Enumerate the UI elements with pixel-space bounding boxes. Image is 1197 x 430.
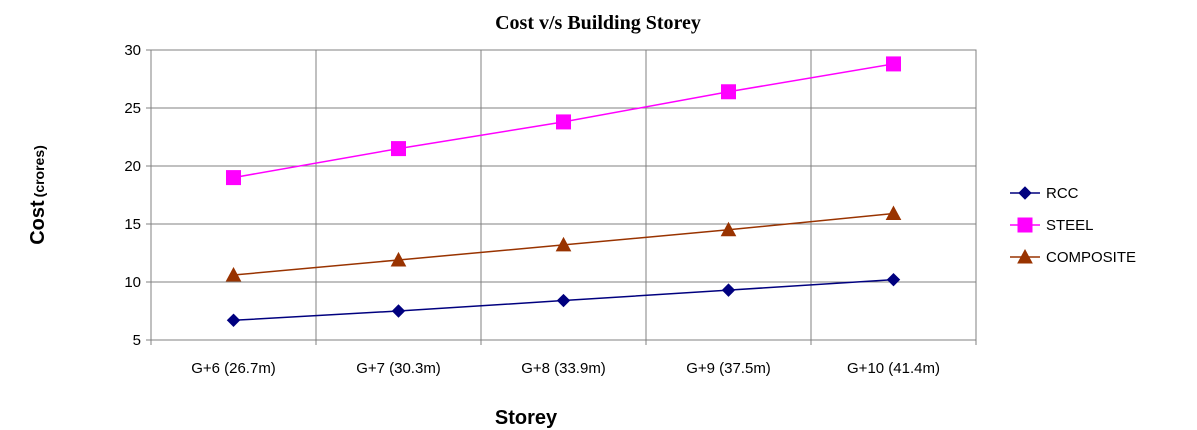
gridlines	[151, 50, 976, 340]
x-tick-label: G+9 (37.5m)	[686, 360, 771, 377]
plot-area	[150, 49, 977, 341]
x-tick-label: G+10 (41.4m)	[847, 360, 940, 377]
data-point-rcc	[886, 272, 901, 287]
data-point-rcc	[556, 293, 571, 308]
legend-marker-composite	[1017, 248, 1033, 264]
data-point-steel	[886, 56, 901, 72]
y-tick-label: 15	[124, 216, 141, 233]
chart-title: Cost v/s Building Storey	[495, 12, 701, 34]
x-tick-label: G+7 (30.3m)	[356, 360, 441, 377]
y-axis-label: Cost	[27, 200, 49, 245]
data-point-rcc	[721, 283, 736, 297]
x-axis-ticks: G+6 (26.7m) G+7 (30.3m) G+8 (33.9m) G+9 (37…	[150, 340, 977, 377]
y-axis-unit: (crores)	[31, 145, 47, 197]
y-tick-label: 20	[124, 158, 141, 175]
data-point-steel	[391, 141, 406, 157]
data-point-rcc	[226, 313, 241, 327]
data-point-composite	[720, 221, 737, 237]
legend-marker-rcc	[1018, 186, 1032, 200]
y-axis-title: Cost (crores)	[27, 145, 49, 245]
y-tick-label: 30	[124, 42, 141, 59]
y-tick-label: 25	[124, 100, 141, 117]
data-point-composite	[555, 236, 572, 252]
legend-marker-steel	[1017, 217, 1033, 233]
data-point-rcc	[391, 304, 406, 318]
data-point-composite	[390, 251, 407, 267]
legend-label-rcc: RCC	[1046, 185, 1079, 202]
legend-label-steel: STEEL	[1046, 217, 1094, 234]
y-tick-label: 5	[133, 332, 141, 349]
data-point-steel	[721, 84, 736, 100]
data-point-composite	[885, 205, 902, 221]
x-tick-label: G+8 (33.9m)	[521, 360, 606, 377]
y-tick-label: 10	[124, 274, 141, 291]
legend: RCC STEEL COMPOSITE	[1010, 185, 1136, 266]
x-axis-title: Storey	[495, 407, 558, 429]
data-point-steel	[556, 114, 571, 130]
data-point-composite	[225, 266, 242, 282]
data-point-steel	[226, 170, 241, 186]
legend-label-composite: COMPOSITE	[1046, 249, 1136, 266]
series	[225, 56, 902, 327]
x-tick-label: G+6 (26.7m)	[191, 360, 276, 377]
y-axis-ticks: 5 10 15 20 25 30	[124, 42, 151, 349]
